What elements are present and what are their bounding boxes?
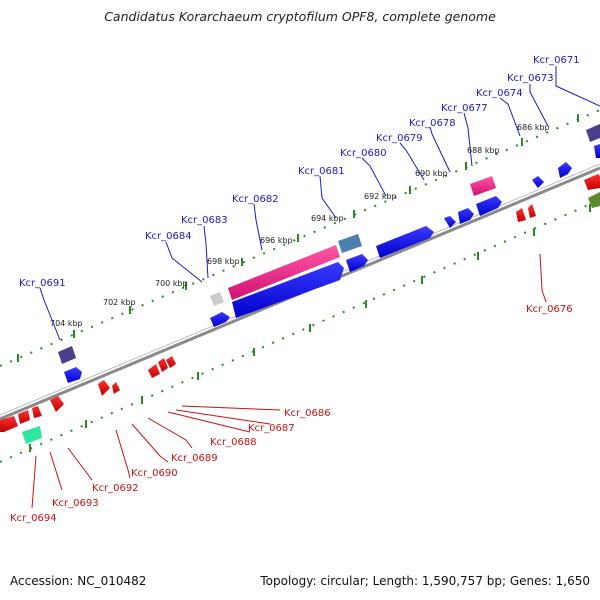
gene-feature[interactable]	[594, 144, 600, 158]
gene-feature[interactable]	[50, 396, 64, 412]
forward-gene-label[interactable]: Kcr_0679	[376, 133, 423, 144]
ruler-dotted-line-inner	[0, 199, 600, 463]
forward-gene-label[interactable]: Kcr_0683	[181, 215, 228, 226]
gene-feature[interactable]	[158, 358, 168, 372]
gene-feature[interactable]	[228, 245, 340, 300]
gene-feature[interactable]	[112, 382, 120, 394]
reverse-gene-label[interactable]: Kcr_0688	[210, 437, 257, 448]
map-title: Candidatus Korarchaeum cryptofilum OPF8,…	[104, 9, 496, 24]
reverse-gene-label[interactable]: Kcr_0676	[526, 304, 573, 315]
gene-feature[interactable]	[584, 174, 600, 190]
gene-feature[interactable]	[64, 367, 82, 383]
forward-gene-label[interactable]: Kcr_0677	[441, 103, 488, 114]
forward-gene-features-inner	[64, 144, 600, 383]
gene-feature[interactable]	[376, 226, 434, 258]
gene-feature[interactable]	[470, 176, 496, 196]
gene-feature[interactable]	[166, 356, 176, 368]
reverse-gene-label[interactable]: Kcr_0693	[52, 498, 99, 509]
gene-feature[interactable]	[558, 162, 572, 178]
reverse-gene-label[interactable]: Kcr_0694	[10, 513, 57, 524]
gene-feature[interactable]	[210, 312, 230, 327]
forward-gene-label[interactable]: Kcr_0680	[340, 148, 387, 159]
kbp-tick-label: 690 kbp	[415, 169, 448, 178]
kbp-tick-label: 702 kbp	[103, 298, 136, 307]
gene-feature[interactable]	[528, 204, 536, 218]
reverse-label-leaders	[31, 253, 547, 509]
reverse-gene-label[interactable]: Kcr_0687	[248, 423, 295, 434]
kbp-tick-label: 686 kbp	[517, 123, 550, 132]
gene-feature[interactable]	[346, 254, 368, 272]
gene-feature[interactable]	[444, 216, 456, 228]
gene-feature[interactable]	[0, 416, 18, 432]
gene-feature[interactable]	[458, 208, 474, 224]
forward-gene-label[interactable]: Kcr_0678	[409, 118, 456, 129]
ruler-major-ticks-inner	[29, 204, 591, 452]
kbp-tick-label: 694 kbp	[311, 214, 344, 223]
reverse-gene-features	[0, 174, 600, 444]
reverse-gene-label[interactable]: Kcr_0686	[284, 408, 331, 419]
forward-label-leaders	[39, 66, 600, 341]
genome-stats-text: Topology: circular; Length: 1,590,757 bp…	[260, 574, 590, 588]
forward-gene-label[interactable]: Kcr_0673	[507, 73, 554, 84]
kbp-tick-label: 700 kbp	[155, 279, 188, 288]
gene-feature[interactable]	[516, 208, 526, 222]
gene-feature[interactable]	[338, 234, 362, 253]
gene-feature[interactable]	[58, 346, 76, 364]
forward-gene-features-outer	[58, 124, 600, 364]
accession-text: Accession: NC_010482	[10, 574, 147, 588]
gene-feature[interactable]	[148, 364, 160, 378]
ruler-major-ticks-outer	[17, 114, 579, 362]
gene-feature[interactable]	[18, 410, 30, 424]
gene-feature[interactable]	[586, 124, 600, 142]
forward-gene-label[interactable]: Kcr_0684	[145, 231, 192, 242]
forward-gene-label[interactable]: Kcr_0691	[19, 278, 66, 289]
forward-gene-label[interactable]: Kcr_0682	[232, 194, 279, 205]
kbp-tick-label: 704 kbp	[50, 319, 83, 328]
kbp-tick-label: 692 kbp	[364, 192, 397, 201]
gene-feature[interactable]	[210, 292, 224, 306]
ruler-dotted-line-outer	[0, 109, 600, 367]
forward-gene-label[interactable]: Kcr_0674	[476, 88, 523, 99]
gene-feature[interactable]	[32, 406, 42, 418]
kbp-tick-label: 688 kbp	[467, 146, 500, 155]
kbp-tick-label: 698 kbp	[207, 257, 240, 266]
gene-feature[interactable]	[588, 192, 600, 208]
reverse-gene-label[interactable]: Kcr_0690	[131, 468, 178, 479]
kbp-tick-label: 696 kbp	[260, 236, 293, 245]
gene-feature[interactable]	[532, 176, 544, 188]
gene-feature[interactable]	[476, 196, 502, 216]
gene-feature[interactable]	[98, 380, 110, 396]
gene-feature[interactable]	[22, 426, 42, 444]
forward-gene-label[interactable]: Kcr_0671	[533, 55, 580, 66]
reverse-gene-label[interactable]: Kcr_0692	[92, 483, 139, 494]
gene-feature[interactable]	[232, 262, 344, 318]
forward-gene-label[interactable]: Kcr_0681	[298, 166, 345, 177]
reverse-gene-label[interactable]: Kcr_0689	[171, 453, 218, 464]
